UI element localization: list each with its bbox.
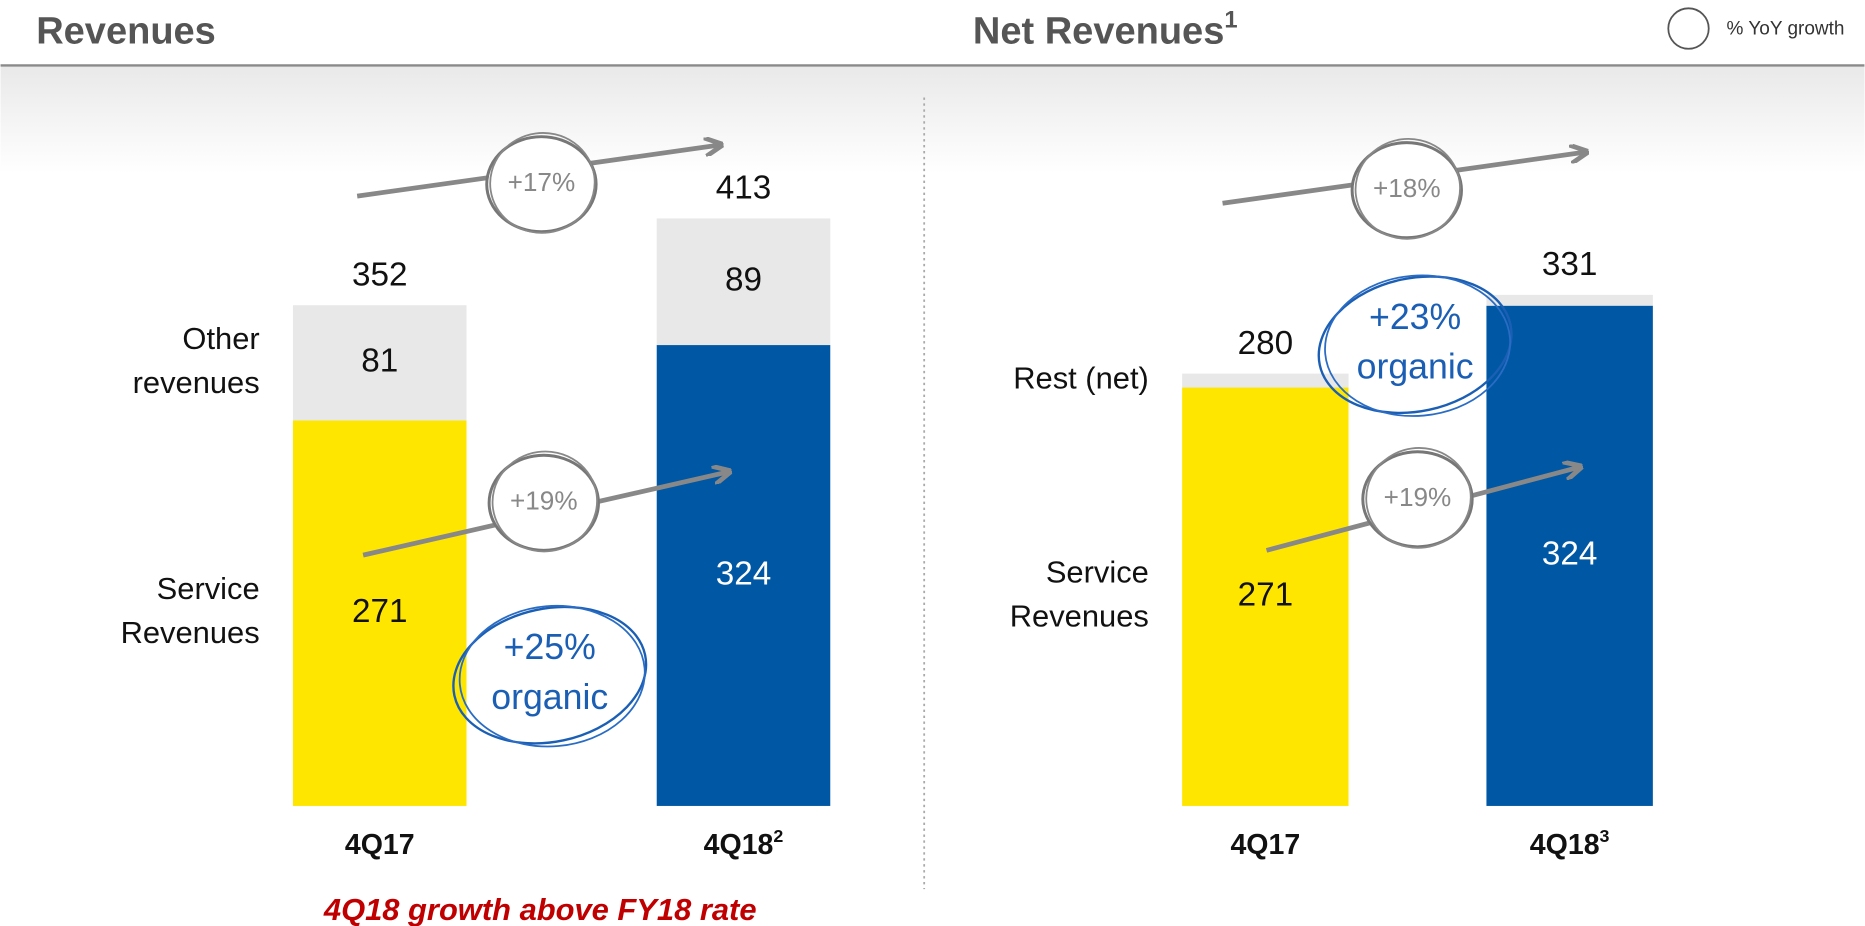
category-superscript: 3 — [1600, 826, 1610, 846]
growth-label: +18% — [1373, 173, 1441, 203]
segment-label: 81 — [361, 343, 398, 380]
title-superscript: 1 — [1224, 7, 1237, 34]
bar-segment — [1182, 373, 1349, 388]
segment-label: 89 — [725, 262, 762, 299]
bar-segment — [292, 420, 467, 806]
total-label: 280 — [1238, 325, 1294, 362]
growth-circle — [1350, 141, 1463, 240]
organic-circle — [1317, 275, 1513, 415]
header-shade — [0, 66, 1865, 174]
category-label: 4Q182 — [704, 826, 784, 861]
bar-segment — [1486, 305, 1653, 806]
organic-label: +25% organic — [491, 628, 608, 718]
category-label: 4Q17 — [345, 829, 415, 861]
bar-segment — [292, 305, 467, 421]
organic-label: +23% organic — [1357, 297, 1474, 387]
organic-circle — [458, 604, 646, 748]
growth-label: +19% — [510, 486, 578, 516]
segment-label: 324 — [1542, 536, 1598, 573]
bar-segment — [1486, 294, 1653, 306]
growth-label: +19% — [1384, 482, 1452, 512]
series-name: Other revenues — [133, 321, 260, 400]
growth-circle — [1365, 447, 1472, 549]
category-superscript: 2 — [773, 826, 783, 846]
segment-label: 271 — [1238, 577, 1294, 614]
bar-segment — [1182, 387, 1349, 806]
growth-circle — [485, 135, 598, 234]
legend-label: % YoY growth — [1727, 19, 1845, 40]
series-name: Rest (net) — [1013, 361, 1149, 396]
category-label: 4Q17 — [1230, 829, 1300, 861]
legend-circle — [1667, 7, 1710, 50]
organic-circle — [1324, 274, 1512, 417]
chart-title: Revenues — [36, 10, 216, 52]
series-name: Service Revenues — [1010, 555, 1149, 634]
bar-segment — [656, 218, 831, 346]
growth-circle — [1354, 137, 1461, 240]
series-name: Service Revenues — [121, 571, 260, 650]
bar-segment — [656, 345, 831, 806]
organic-circle — [452, 605, 648, 745]
growth-circle — [489, 132, 596, 234]
segment-label: 324 — [716, 555, 772, 592]
growth-circle — [1361, 450, 1474, 549]
total-label: 352 — [352, 256, 408, 293]
total-label: 331 — [1542, 246, 1598, 283]
total-label: 413 — [716, 170, 772, 207]
footer-note: 4Q18 growth above FY18 rate — [323, 892, 757, 926]
growth-label: +17% — [508, 167, 576, 197]
chart-title: Net Revenues1 — [973, 7, 1238, 53]
growth-circle — [487, 453, 600, 552]
growth-circle — [491, 450, 598, 553]
segment-label: 271 — [352, 593, 408, 630]
category-label: 4Q183 — [1530, 826, 1610, 861]
